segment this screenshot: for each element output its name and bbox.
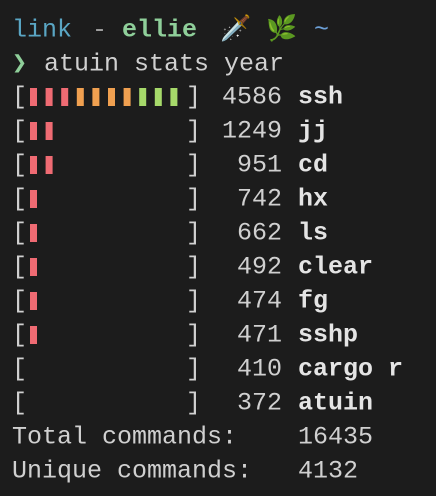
command: ls (298, 219, 328, 248)
bar-open: [ (12, 185, 27, 214)
total-label: Unique commands: (12, 457, 252, 486)
bar-segment (30, 88, 37, 106)
user: link (12, 16, 72, 45)
bar (30, 292, 37, 310)
command: fg (298, 287, 328, 316)
bar-close: ] (186, 321, 201, 350)
count: 492 (237, 253, 282, 282)
bar-segment (45, 122, 53, 140)
count: 471 (237, 321, 282, 350)
bar-segment (108, 88, 115, 106)
count: 951 (237, 151, 282, 180)
bar-close: ] (186, 287, 201, 316)
bar-close: ] (186, 117, 201, 146)
bar-open: [ (12, 117, 27, 146)
bar-segment (30, 258, 37, 276)
bar (30, 156, 53, 174)
bar-close: ] (186, 83, 201, 112)
total-value: 16435 (298, 423, 373, 452)
count: 474 (237, 287, 282, 316)
bar-segment (45, 88, 53, 106)
bar (30, 326, 37, 344)
count: 4586 (222, 83, 282, 112)
bar-close: ] (186, 253, 201, 282)
bar (30, 258, 37, 276)
bar-segment (170, 88, 178, 106)
command: sshp (298, 321, 358, 350)
bar-segment (139, 88, 147, 106)
bar-open: [ (12, 83, 27, 112)
dir: ~ (314, 16, 329, 45)
bar-segment (76, 88, 84, 106)
bar-open: [ (12, 355, 27, 384)
bar-open: [ (12, 321, 27, 350)
prompt-symbol: ❯ (12, 50, 27, 79)
bar-segment (30, 122, 37, 140)
bar-segment (30, 326, 37, 344)
count: 372 (237, 389, 282, 418)
bar-segment (154, 88, 162, 106)
bar (30, 122, 53, 140)
total-label: Total commands: (12, 423, 237, 452)
bar-open: [ (12, 287, 27, 316)
separator: - (92, 16, 107, 45)
bar-open: [ (12, 219, 27, 248)
bar-open: [ (12, 151, 27, 180)
bar-open: [ (12, 253, 27, 282)
prompt-command: atuin stats year (44, 50, 284, 79)
bar-close: ] (186, 185, 201, 214)
bar-segment (30, 292, 37, 310)
bar-segment (123, 88, 131, 106)
count: 1249 (222, 117, 282, 146)
command: hx (298, 185, 328, 214)
bar (30, 224, 37, 242)
command: ssh (298, 83, 343, 112)
icons: 🗡️ 🌿 (220, 14, 297, 45)
bar-open: [ (12, 389, 27, 418)
command: atuin (298, 389, 373, 418)
count: 742 (237, 185, 282, 214)
bar-segment (30, 156, 37, 174)
command: cargo r (298, 355, 403, 384)
bar-segment (92, 88, 100, 106)
bar (30, 190, 37, 208)
bar-segment (30, 190, 37, 208)
count: 662 (237, 219, 282, 248)
bar (30, 88, 178, 106)
bar-segment (45, 156, 53, 174)
bar-close: ] (186, 355, 201, 384)
command: jj (298, 117, 328, 146)
bar-close: ] (186, 151, 201, 180)
bar-segment (30, 224, 37, 242)
command: clear (298, 253, 373, 282)
bar-segment (61, 88, 69, 106)
bar-close: ] (186, 219, 201, 248)
command: cd (298, 151, 328, 180)
count: 410 (237, 355, 282, 384)
bar-close: ] (186, 389, 201, 418)
host: ellie (122, 16, 197, 45)
total-value: 4132 (298, 457, 358, 486)
